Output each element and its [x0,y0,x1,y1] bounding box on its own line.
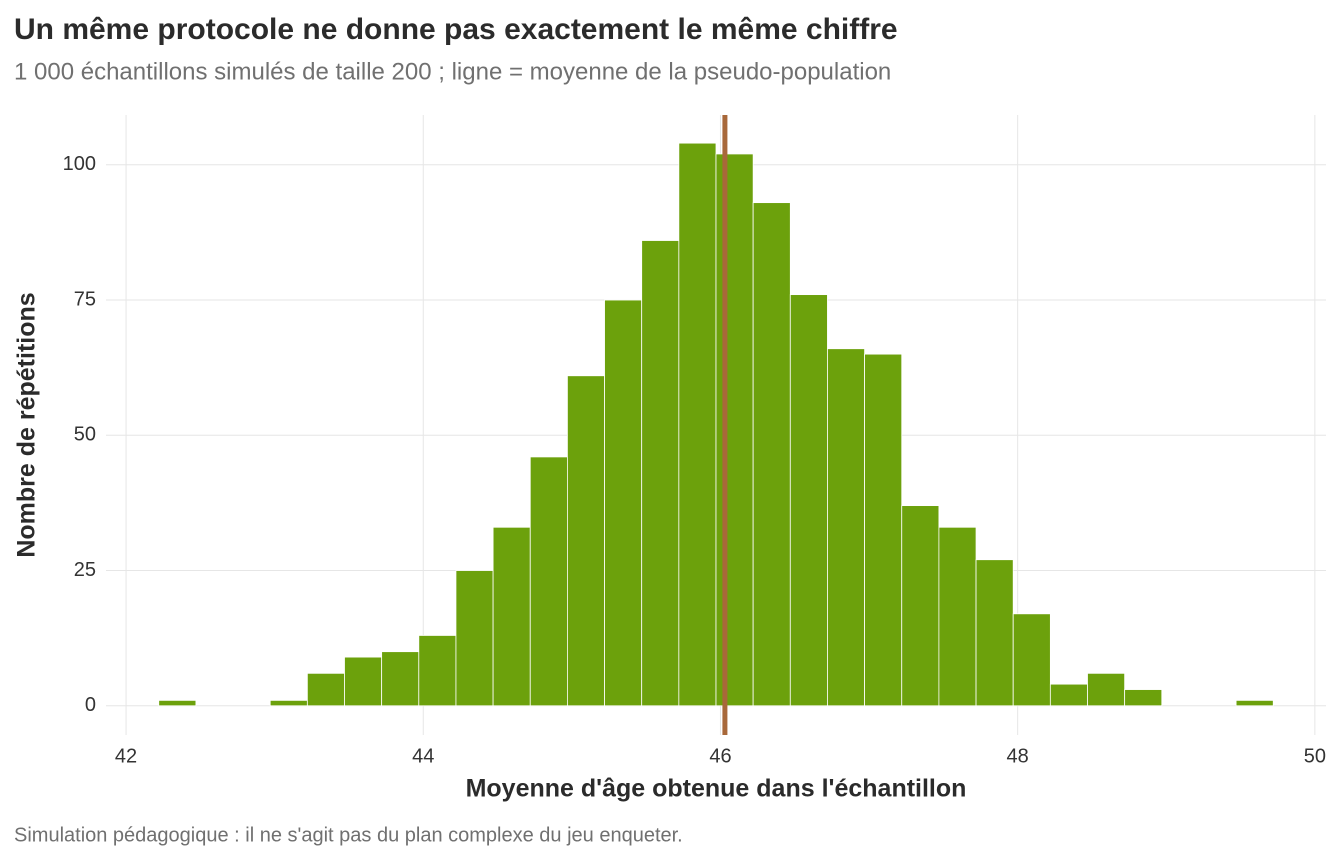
x-tick-label: 48 [1007,745,1029,767]
x-tick-label: 42 [115,745,137,767]
caption: Simulation pédagogique : il ne s'agit pa… [14,824,683,846]
bar [789,294,828,707]
x-tick-label: 46 [709,745,731,767]
bar [492,526,531,707]
bar [1087,672,1126,707]
bar [529,456,568,707]
x-axis-label: Moyenne d'âge obtenue dans l'échantillon [466,775,967,803]
bar [604,299,643,707]
bar [938,526,977,707]
bar [344,656,383,707]
bar [418,635,457,707]
bar [269,699,308,707]
bar [641,240,680,707]
bar [827,348,865,707]
bar [975,559,1014,707]
bar [752,202,791,707]
y-tick-label: 100 [63,153,96,175]
bar [864,353,903,707]
bar [158,699,197,707]
bar [1124,689,1163,707]
y-axis-label: Nombre de répétitions [13,292,41,557]
bar [306,672,345,707]
y-tick-label: 75 [74,288,96,310]
x-tick-label: 44 [412,745,434,767]
bar [455,570,494,707]
y-tick-label: 50 [74,424,96,446]
bar [901,505,940,707]
chart-title: Un même protocole ne donne pas exactemen… [14,13,898,46]
x-tick-label: 50 [1304,745,1326,767]
bar [1235,699,1274,707]
bar [1012,613,1051,707]
bar [678,142,717,707]
bar [381,651,420,707]
bar [1049,683,1088,707]
y-tick-label: 25 [74,559,96,581]
y-tick-label: 0 [85,694,96,716]
bar [715,153,754,707]
chart-subtitle: 1 000 échantillons simulés de taille 200… [14,58,891,85]
bar [567,375,605,707]
